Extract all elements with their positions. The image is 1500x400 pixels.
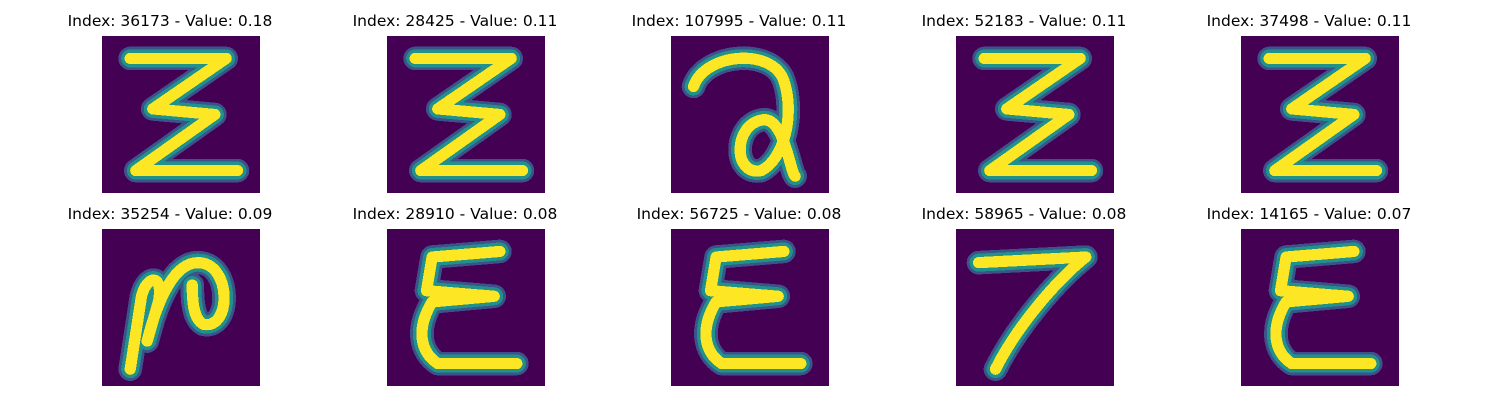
image-panel: Index: 35254 - Value: 0.09	[68, 205, 272, 390]
stroke-core	[687, 52, 801, 182]
image-panel: Index: 28910 - Value: 0.08	[353, 205, 557, 390]
digit-image	[1241, 229, 1399, 386]
digit-image	[102, 36, 260, 193]
image-panel: Index: 52183 - Value: 0.11	[922, 12, 1126, 197]
panel-title: Index: 52183 - Value: 0.11	[921, 12, 1127, 30]
stroke-core	[1263, 52, 1383, 177]
panel-title: Index: 56725 - Value: 0.08	[636, 205, 842, 223]
stroke-core	[1270, 245, 1377, 370]
stroke-core	[124, 52, 244, 177]
digit-image	[387, 229, 545, 386]
panel-title: Index: 28910 - Value: 0.08	[352, 205, 558, 223]
digit-image	[671, 229, 829, 386]
stroke-core	[409, 52, 529, 177]
panel-title: Index: 107995 - Value: 0.11	[631, 12, 847, 30]
stroke-core	[700, 245, 807, 370]
panel-title: Index: 14165 - Value: 0.07	[1206, 205, 1412, 223]
digit-image	[956, 229, 1114, 386]
image-panel: Index: 14165 - Value: 0.07	[1207, 205, 1411, 390]
panel-title: Index: 35254 - Value: 0.09	[67, 205, 273, 223]
digit-image	[387, 36, 545, 193]
panel-title: Index: 36173 - Value: 0.18	[67, 12, 273, 30]
stroke-core	[972, 251, 1092, 375]
image-panel: Index: 107995 - Value: 0.11	[632, 12, 846, 197]
image-panel: Index: 56725 - Value: 0.08	[637, 205, 841, 390]
stroke-core	[978, 52, 1098, 177]
digit-image	[671, 36, 829, 193]
image-panel: Index: 37498 - Value: 0.11	[1207, 12, 1411, 197]
image-panel: Index: 58965 - Value: 0.08	[922, 205, 1126, 390]
stroke-core	[416, 245, 523, 370]
digit-image	[1241, 36, 1399, 193]
image-panel: Index: 28425 - Value: 0.11	[353, 12, 557, 197]
stroke-core	[124, 257, 230, 375]
panel-title: Index: 37498 - Value: 0.11	[1206, 12, 1412, 30]
panel-title: Index: 28425 - Value: 0.11	[352, 12, 558, 30]
panel-title: Index: 58965 - Value: 0.08	[921, 205, 1127, 223]
image-panel: Index: 36173 - Value: 0.18	[68, 12, 272, 197]
digit-image	[102, 229, 260, 386]
digit-image	[956, 36, 1114, 193]
